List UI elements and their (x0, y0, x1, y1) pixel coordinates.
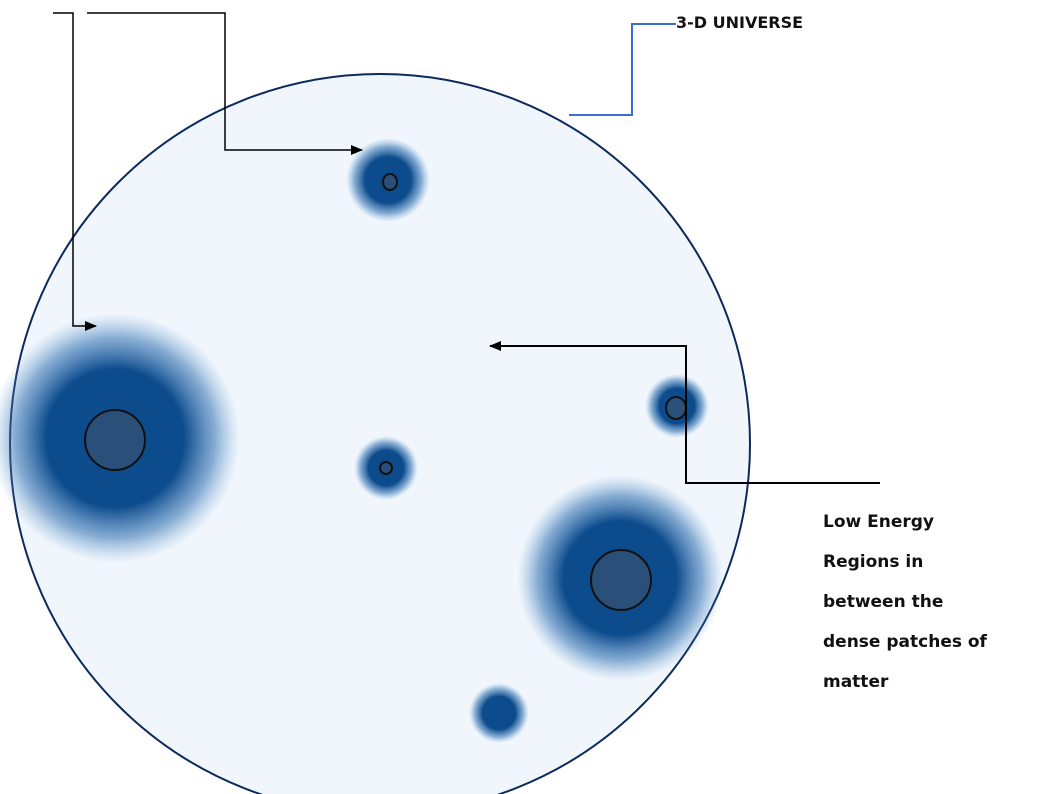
universe-label-connector (569, 23, 676, 116)
low-energy-label: Low Energy Regions in between the dense … (823, 502, 1055, 702)
arrow-to-top-patch (87, 12, 363, 155)
core-large-right (590, 549, 652, 611)
universe-label: 3-D UNIVERSE (676, 13, 804, 32)
core-large-left (84, 409, 146, 471)
low-energy-label-line: between the (823, 592, 944, 612)
low-energy-label-line: matter (823, 672, 889, 692)
low-energy-label-line: dense patches of (823, 632, 987, 652)
arrow-to-low-energy-region (489, 341, 880, 484)
core-small-center (379, 461, 393, 475)
low-energy-label-line: Regions in (823, 552, 924, 572)
core-small-top (382, 173, 398, 191)
core-small-right (665, 396, 687, 420)
low-energy-label-line: Low Energy (823, 512, 935, 532)
dense-patch-small-bottom (469, 683, 529, 743)
arrow-to-left-patch (53, 12, 97, 331)
